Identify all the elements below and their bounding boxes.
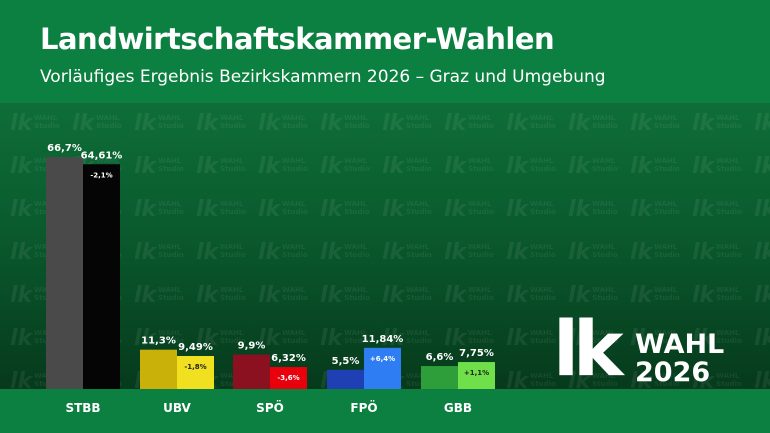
change-label: +6,4% [370, 355, 395, 363]
footer-band [0, 389, 770, 433]
logo-wahl-text: WAHL [635, 329, 725, 360]
category-label: UBV [163, 401, 191, 415]
bar-fpö-previous [327, 369, 364, 389]
category-label: STBB [65, 401, 100, 415]
value-label: 7,75% [459, 348, 494, 359]
header-band: Landwirtschaftskammer-Wahlen Vorläufiges… [0, 0, 770, 103]
value-label: 6,6% [426, 352, 454, 363]
value-label: 66,7% [47, 143, 82, 154]
value-label: 5,5% [332, 356, 360, 367]
bar-spö-previous [233, 354, 270, 389]
bar-ubv-2026 [177, 355, 214, 389]
logo-year-text: 2026 [635, 357, 711, 388]
wahl-logo: lk WAHL 2026 [553, 309, 743, 393]
bar-stbb-2026 [83, 164, 120, 389]
change-label: -3,6% [277, 374, 299, 382]
category-label: FPÖ [350, 400, 377, 415]
change-label: -1,8% [184, 363, 206, 371]
bar-ubv-previous [140, 349, 177, 389]
chart-subtitle: Vorläufiges Ergebnis Bezirkskammern 2026… [40, 67, 606, 87]
chart-title: Landwirtschaftskammer-Wahlen [40, 22, 555, 56]
value-label: 11,3% [141, 336, 176, 347]
category-label: GBB [444, 401, 472, 415]
bar-gbb-2026 [458, 362, 495, 389]
value-label: 64,61% [81, 150, 123, 161]
value-label: 6,32% [271, 353, 306, 364]
bar-gbb-previous [421, 366, 458, 389]
category-label: SPÖ [256, 400, 284, 415]
change-label: -2,1% [90, 171, 112, 179]
logo-lk-mark: lk [553, 304, 624, 393]
bar-spö-2026 [270, 367, 307, 389]
value-label: 9,9% [238, 341, 266, 352]
change-label: +1,1% [464, 369, 489, 377]
bar-fpö-2026 [364, 347, 401, 389]
bar-stbb-previous [46, 157, 83, 389]
value-label: 9,49% [178, 342, 213, 353]
value-label: 11,84% [362, 334, 404, 345]
